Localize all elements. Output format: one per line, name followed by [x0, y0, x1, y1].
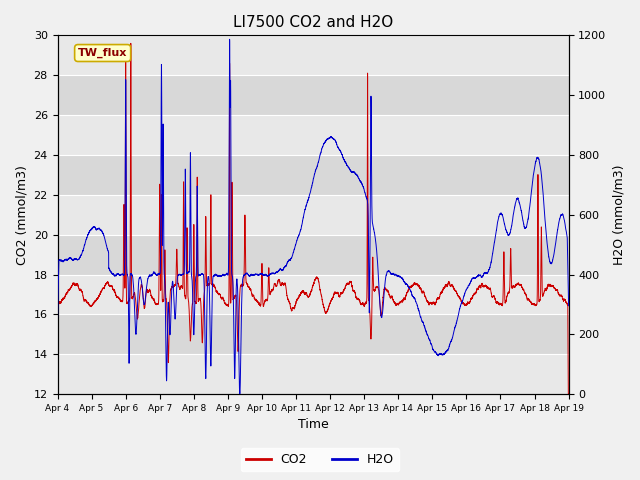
Bar: [58, 195, 568, 235]
Bar: [58, 354, 568, 394]
X-axis label: Time: Time: [298, 419, 328, 432]
Y-axis label: H2O (mmol/m3): H2O (mmol/m3): [612, 165, 625, 265]
Bar: [58, 75, 568, 115]
Text: TW_flux: TW_flux: [78, 48, 127, 58]
Y-axis label: CO2 (mmol/m3): CO2 (mmol/m3): [15, 165, 28, 264]
Title: LI7500 CO2 and H2O: LI7500 CO2 and H2O: [233, 15, 393, 30]
Bar: [58, 115, 568, 155]
Bar: [58, 155, 568, 195]
Bar: [58, 275, 568, 314]
Bar: [58, 314, 568, 354]
Bar: [58, 235, 568, 275]
Legend: CO2, H2O: CO2, H2O: [241, 448, 399, 471]
Bar: [58, 36, 568, 75]
